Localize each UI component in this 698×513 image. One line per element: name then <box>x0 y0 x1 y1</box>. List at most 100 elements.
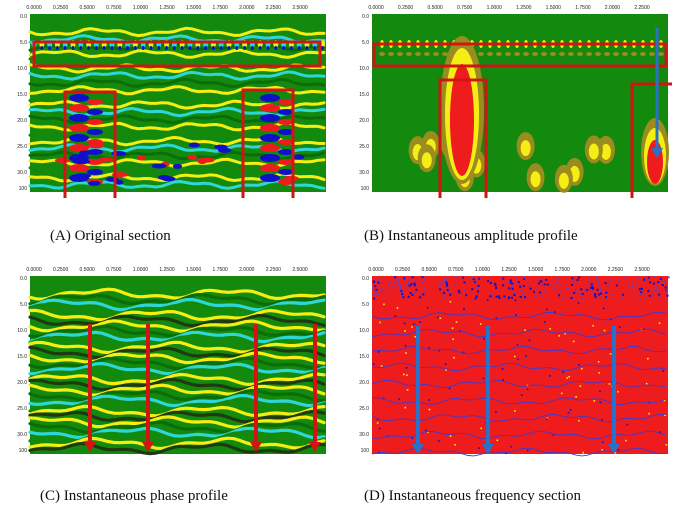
caption-d: (D) Instantaneous frequency section <box>364 488 582 504</box>
amplitude-spot <box>197 159 207 165</box>
amplitude-spot <box>187 154 198 160</box>
caption-a: (A) Original section <box>50 228 171 244</box>
noise-speckle <box>469 276 472 279</box>
arrow-head <box>651 148 663 158</box>
noise-speckle <box>446 284 449 287</box>
top-amplitude-spot <box>496 52 502 56</box>
reflector-band <box>28 377 326 392</box>
top-reflector-spot <box>71 46 75 50</box>
noise-speckle <box>427 431 429 434</box>
noise-speckle <box>566 377 568 379</box>
noise-speckle <box>474 297 477 300</box>
noise-speckle <box>401 293 404 296</box>
noise-speckle <box>447 289 450 292</box>
noise-speckle <box>411 437 414 439</box>
noise-speckle <box>627 285 630 288</box>
top-amplitude-spot <box>559 52 565 56</box>
noise-speckle <box>489 295 492 298</box>
noise-speckle <box>461 276 464 279</box>
top-amplitude-spot <box>658 52 664 56</box>
noise-speckle <box>439 282 442 285</box>
noise-speckle <box>520 289 523 292</box>
noise-speckle <box>615 284 618 287</box>
noise-speckle <box>445 279 448 282</box>
noise-speckle <box>564 332 566 335</box>
noise-speckle <box>455 321 458 323</box>
arrow-head <box>84 442 96 452</box>
noise-speckle <box>405 283 408 286</box>
reflector-band <box>28 345 326 360</box>
noise-speckle <box>477 284 480 287</box>
noise-speckle <box>595 278 598 281</box>
x-tick-label: 0.0000 <box>368 267 384 273</box>
noise-speckle <box>413 292 416 295</box>
noise-speckle <box>553 311 556 313</box>
y-tick-label: 20.0 <box>359 380 369 386</box>
amplitude-blob <box>600 143 611 160</box>
amplitude-blob <box>588 143 599 160</box>
noise-speckle <box>405 366 408 369</box>
top-reflector-spot <box>133 46 137 50</box>
noise-speckle <box>543 321 546 323</box>
y-tick-label: 0.0 <box>362 276 369 282</box>
noise-speckle <box>597 360 600 363</box>
noise-speckle <box>600 419 603 421</box>
noise-speckle <box>372 286 375 289</box>
noise-speckle <box>448 387 451 390</box>
noise-speckle <box>660 279 663 282</box>
noise-speckle <box>524 329 526 331</box>
y-tick-label: 10.0 <box>17 328 27 334</box>
anomaly-lens <box>69 144 89 152</box>
noise-speckle <box>597 280 600 283</box>
reflector-band <box>28 70 326 81</box>
reflector-band <box>28 164 326 176</box>
noise-speckle <box>558 294 561 297</box>
noise-speckle <box>413 323 415 326</box>
x-tick-label: 1.2500 <box>159 267 175 273</box>
noise-speckle <box>404 286 407 289</box>
x-tick-label: 2.2500 <box>634 5 650 11</box>
anomaly-lens <box>260 164 280 172</box>
noise-speckle <box>402 276 405 279</box>
frequency-contour <box>371 328 667 338</box>
amplitude-spot <box>87 143 105 149</box>
frequency-contour <box>371 311 667 321</box>
noise-speckle <box>495 286 498 289</box>
noise-speckle <box>591 292 594 295</box>
x-tick-label: 1.0000 <box>133 267 149 273</box>
noise-speckle <box>620 296 623 299</box>
top-reflector-spot <box>297 46 301 50</box>
noise-speckle <box>607 283 610 286</box>
top-reflector-spot <box>321 46 325 50</box>
noise-speckle <box>414 279 417 282</box>
top-amplitude-spot <box>424 52 430 56</box>
noise-speckle <box>373 297 376 300</box>
noise-speckle <box>570 283 573 286</box>
y-tick-label: 25.0 <box>17 406 27 412</box>
arrow-head <box>482 444 494 454</box>
y-bottom-label: 100 <box>19 186 28 192</box>
anomaly-lens <box>260 174 280 182</box>
arrow-head <box>250 442 262 452</box>
noise-speckle <box>380 287 383 290</box>
noise-speckle <box>614 451 617 454</box>
anomaly-lens <box>260 124 280 132</box>
noise-speckle <box>645 382 648 385</box>
noise-speckle <box>483 338 485 340</box>
noise-speckle <box>647 357 649 360</box>
noise-speckle <box>422 293 425 296</box>
noise-speckle <box>502 284 505 287</box>
noise-speckle <box>546 418 548 421</box>
top-amplitude-spot <box>397 52 403 56</box>
noise-speckle <box>462 351 465 354</box>
top-amplitude-spot <box>622 52 628 56</box>
noise-speckle <box>562 296 565 299</box>
noise-speckle <box>487 280 490 283</box>
anomaly-lens <box>69 114 89 122</box>
noise-speckle <box>609 353 612 355</box>
noise-speckle <box>477 290 480 293</box>
noise-speckle <box>486 299 489 301</box>
y-tick-label: 10.0 <box>17 66 27 72</box>
y-tick-label: 20.0 <box>17 380 27 386</box>
amplitude-spot <box>88 180 101 186</box>
